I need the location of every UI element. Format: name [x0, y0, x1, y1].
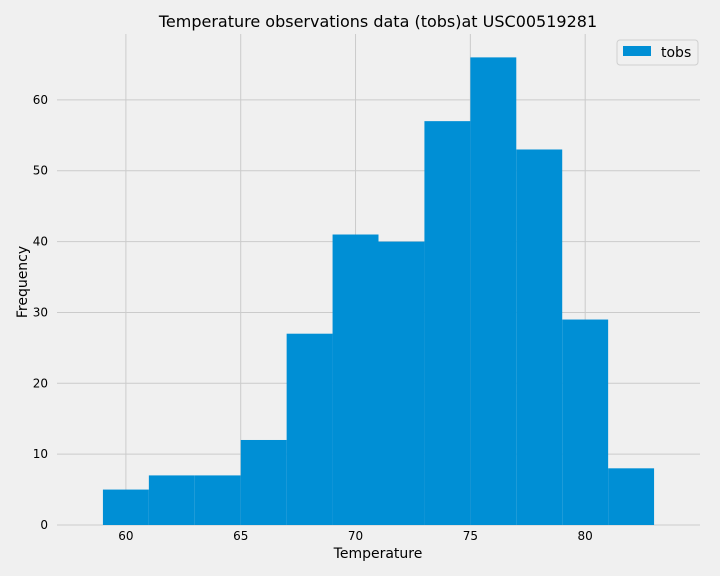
histogram-bar	[102, 489, 149, 525]
x-tick-label: 75	[463, 529, 478, 543]
y-tick-label: 50	[33, 164, 48, 178]
y-tick-labels: 0 10 20 30 40 50 60	[33, 93, 48, 532]
histogram-bar	[608, 468, 655, 525]
histogram-bar	[562, 319, 609, 525]
x-tick-label: 70	[348, 529, 363, 543]
histogram-bar	[332, 234, 379, 525]
legend-label-tobs: tobs	[661, 45, 691, 61]
x-tick-label: 65	[233, 529, 248, 543]
y-tick-label: 30	[33, 305, 48, 319]
x-tick-labels: 60 65 70 75 80	[118, 529, 593, 543]
chart-title: Temperature observations data (tobs)at U…	[158, 12, 597, 31]
x-tick-label: 80	[578, 529, 593, 543]
histogram-bar	[240, 439, 287, 525]
histogram-bar	[378, 241, 425, 525]
x-axis-label: Temperature	[333, 546, 423, 562]
y-tick-label: 20	[33, 376, 48, 390]
histogram-bar	[194, 475, 241, 525]
y-tick-label: 40	[33, 235, 48, 249]
histogram-bar	[424, 121, 471, 525]
histogram-bar	[286, 333, 333, 525]
y-tick-label: 60	[33, 93, 48, 107]
histogram-bar	[516, 149, 563, 525]
histogram-bar	[148, 475, 195, 525]
legend: tobs	[616, 39, 699, 66]
y-axis-label: Frequency	[15, 246, 31, 318]
y-tick-label: 10	[33, 447, 48, 461]
x-tick-label: 60	[118, 529, 133, 543]
histogram-bar	[470, 57, 517, 525]
y-tick-label: 0	[40, 518, 48, 532]
histogram-bars	[102, 57, 655, 525]
legend-swatch-tobs	[623, 46, 651, 56]
